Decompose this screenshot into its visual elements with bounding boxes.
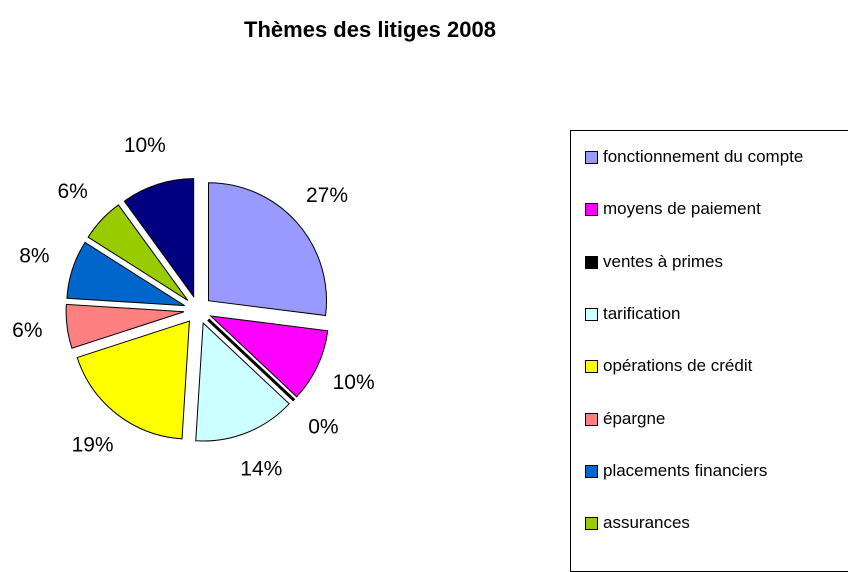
legend-swatch xyxy=(585,307,598,321)
legend: fonctionnement du compte moyens de paieme… xyxy=(570,130,848,572)
legend-label: épargne xyxy=(603,408,666,428)
data-label: 6% xyxy=(57,180,87,203)
legend-swatch xyxy=(585,255,598,269)
pie-slice xyxy=(207,318,296,402)
legend-entry: placements financiers xyxy=(585,462,815,479)
data-label: 14% xyxy=(240,457,282,480)
data-label: 6% xyxy=(12,319,42,342)
legend-entry: moyens de paiement xyxy=(585,200,815,217)
legend-label: fonctionnement du compte xyxy=(603,147,804,166)
pie-slice xyxy=(209,315,329,398)
pie-slice xyxy=(66,241,185,307)
pie-slice xyxy=(76,320,190,440)
legend-entry: assurances xyxy=(585,514,815,531)
legend-label: assurances xyxy=(603,513,690,533)
legend-swatch xyxy=(585,517,598,531)
pie-slice xyxy=(123,178,195,299)
data-label: 0% xyxy=(308,415,338,438)
pie-slice xyxy=(208,182,327,317)
data-label: 27% xyxy=(306,184,348,207)
legend-label: opérations de crédit xyxy=(603,356,753,376)
legend-swatch xyxy=(585,464,598,478)
legend-swatch xyxy=(585,360,598,374)
data-label: 10% xyxy=(124,134,166,157)
legend-entry: ventes à primes xyxy=(585,253,815,270)
pie-slice xyxy=(65,303,185,349)
legend-label: placements financiers xyxy=(603,460,768,480)
chart: Thèmes des litiges 2008 27% 10% 0% 14% 19% 6%… xyxy=(12,17,496,481)
page: Thèmes des litiges 2008 27% 10% 0% 14% 19% 6%… xyxy=(12,16,848,572)
legend-label: ventes à primes xyxy=(603,251,723,271)
chart-title: Thèmes des litiges 2008 xyxy=(244,17,496,42)
legend-swatch xyxy=(585,412,598,426)
legend-label: moyens de paiement xyxy=(603,199,761,219)
legend-label: tarification xyxy=(603,303,681,323)
legend-entry: opérations de crédit xyxy=(585,357,815,374)
data-label: 19% xyxy=(72,433,114,456)
legend-swatch xyxy=(585,203,598,217)
legend-entry: épargne xyxy=(585,410,815,427)
pie-slice xyxy=(195,321,290,442)
legend-swatch xyxy=(585,151,598,164)
data-label: 8% xyxy=(19,244,49,267)
data-label: 10% xyxy=(333,371,375,394)
pie-slice xyxy=(87,204,189,301)
legend-entry: fonctionnement du compte xyxy=(585,148,815,165)
legend-entry: tarification xyxy=(585,305,815,322)
